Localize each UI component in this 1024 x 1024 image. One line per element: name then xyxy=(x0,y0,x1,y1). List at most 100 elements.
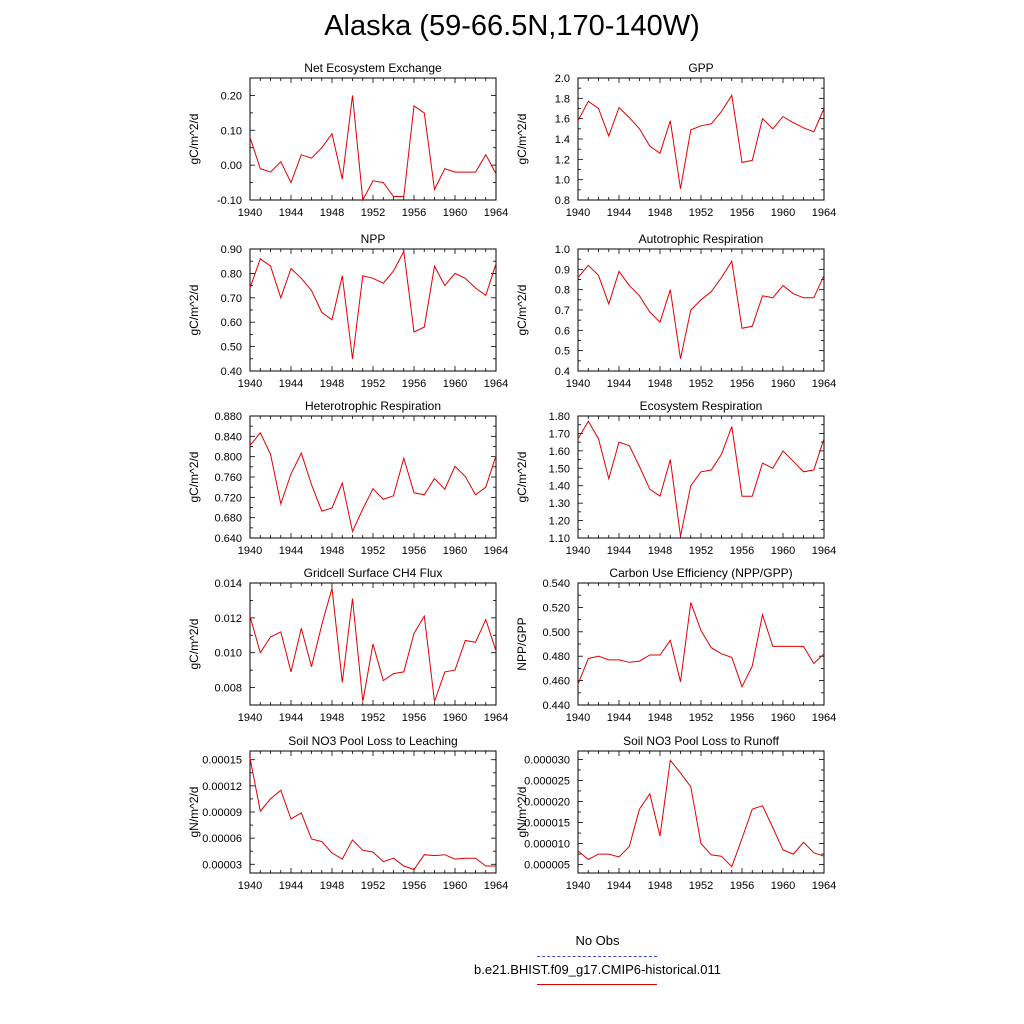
y-tick-label: 1.0 xyxy=(555,244,570,256)
y-tick-label: 0.520 xyxy=(542,602,570,614)
y-tick-label: 0.80 xyxy=(221,268,242,280)
x-tick-label: 1940 xyxy=(238,545,262,557)
y-tick-label: 0.000010 xyxy=(524,839,570,851)
x-tick-label: 1940 xyxy=(566,378,590,390)
panel-soil-no3-pool-loss-to-leaching: 1940 1944 1948 1952 1956 1960 1964 0.00003 0.000… xyxy=(187,734,508,892)
y-tick-label: 0.760 xyxy=(214,472,242,484)
y-tick-label: 1.8 xyxy=(555,93,570,105)
x-tick-label: 1956 xyxy=(730,378,754,390)
y-axis-label: gC/m^2/d xyxy=(187,452,201,503)
y-axis-label: gC/m^2/d xyxy=(187,619,201,670)
x-tick-label: 1940 xyxy=(238,712,262,724)
y-tick-label: 1.30 xyxy=(549,498,570,510)
y-tick-label: 0.00 xyxy=(221,160,242,172)
y-tick-label: 0.000020 xyxy=(524,796,570,808)
x-tick-label: 1948 xyxy=(648,712,672,724)
x-tick-label: 1944 xyxy=(607,378,631,390)
panel-title: Heterotrophic Respiration xyxy=(305,399,441,413)
x-tick-label: 1964 xyxy=(812,712,836,724)
x-tick-label: 1952 xyxy=(361,207,385,219)
x-tick-label: 1956 xyxy=(402,378,426,390)
x-tick-label: 1948 xyxy=(320,207,344,219)
panel-title: Carbon Use Efficiency (NPP/GPP) xyxy=(609,566,792,580)
x-tick-label: 1948 xyxy=(648,207,672,219)
panel-title: Soil NO3 Pool Loss to Leaching xyxy=(288,734,457,748)
x-tick-label: 1948 xyxy=(320,880,344,892)
y-axis-label: gN/m^2/d xyxy=(187,787,201,838)
series-line-soil-no3-pool-loss-to-leaching xyxy=(249,757,496,871)
y-tick-label: 0.8 xyxy=(555,285,570,297)
x-tick-label: 1956 xyxy=(402,880,426,892)
panel-title: Gridcell Surface CH4 Flux xyxy=(304,566,443,580)
panel-title: GPP xyxy=(688,61,713,75)
y-axis-label: gC/m^2/d xyxy=(515,452,529,503)
plot-frame xyxy=(577,248,825,372)
x-tick-label: 1960 xyxy=(771,880,795,892)
y-tick-label: 0.4 xyxy=(555,366,570,378)
plot-frame xyxy=(577,582,825,706)
y-tick-label: 0.00003 xyxy=(202,859,242,871)
y-tick-label: 2.0 xyxy=(555,73,570,85)
y-tick-label: 0.008 xyxy=(214,683,242,695)
x-tick-label: 1940 xyxy=(238,207,262,219)
x-tick-label: 1944 xyxy=(279,712,303,724)
plot-frame xyxy=(249,415,497,539)
y-tick-label: 1.70 xyxy=(549,428,570,440)
y-tick-label: 0.680 xyxy=(214,513,242,525)
x-tick-label: 1956 xyxy=(730,207,754,219)
x-tick-label: 1960 xyxy=(771,378,795,390)
y-tick-label: 0.00012 xyxy=(202,781,242,793)
x-tick-label: 1960 xyxy=(443,545,467,557)
y-tick-label: 0.000030 xyxy=(524,754,570,766)
y-tick-label: 0.90 xyxy=(221,244,242,256)
y-axis-label: gC/m^2/d xyxy=(515,114,529,165)
y-tick-label: 0.70 xyxy=(221,293,242,305)
x-tick-label: 1952 xyxy=(689,712,713,724)
y-tick-label: 0.540 xyxy=(542,578,570,590)
panel-title: NPP xyxy=(361,232,386,246)
y-tick-label: 0.012 xyxy=(214,613,242,625)
y-tick-label: 0.8 xyxy=(555,195,570,207)
y-tick-label: 0.9 xyxy=(555,264,570,276)
x-tick-label: 1964 xyxy=(812,207,836,219)
x-tick-label: 1956 xyxy=(730,545,754,557)
plot-frame xyxy=(577,77,825,201)
x-tick-label: 1944 xyxy=(279,207,303,219)
panel-ecosystem-respiration: 1940 1944 1948 1952 1956 1960 1964 1.10 1.20 1.30… xyxy=(515,399,836,557)
y-tick-label: 0.10 xyxy=(221,125,242,137)
y-tick-label: 0.640 xyxy=(214,533,242,545)
series-line-heterotrophic-respiration xyxy=(249,431,497,533)
x-tick-label: 1964 xyxy=(812,880,836,892)
y-tick-label: 1.4 xyxy=(555,134,570,146)
x-tick-label: 1948 xyxy=(320,545,344,557)
y-tick-label: 1.20 xyxy=(549,516,570,528)
series-line-gpp xyxy=(577,93,825,189)
x-tick-label: 1956 xyxy=(402,545,426,557)
x-tick-label: 1948 xyxy=(320,712,344,724)
y-tick-label: 0.010 xyxy=(214,648,242,660)
panel-soil-no3-pool-loss-to-runoff: 1940 1944 1948 1952 1956 1960 1964 0.000005 0.00… xyxy=(515,734,836,892)
series-line-npp xyxy=(249,249,497,359)
x-tick-label: 1948 xyxy=(648,545,672,557)
series-line-autotrophic-respiration xyxy=(577,259,825,359)
y-tick-label: 0.000015 xyxy=(524,818,570,830)
x-tick-label: 1944 xyxy=(279,378,303,390)
y-tick-label: -0.10 xyxy=(217,195,242,207)
y-tick-label: 0.440 xyxy=(542,700,570,712)
x-tick-label: 1964 xyxy=(484,880,508,892)
x-tick-label: 1944 xyxy=(607,880,631,892)
x-tick-label: 1960 xyxy=(443,207,467,219)
y-tick-label: 0.7 xyxy=(555,305,570,317)
series-line-gridcell-surface-ch4-flux xyxy=(249,588,497,702)
y-axis-label: NPP/GPP xyxy=(515,617,529,670)
y-tick-label: 0.840 xyxy=(214,431,242,443)
y-tick-label: 1.6 xyxy=(555,114,570,126)
x-tick-label: 1952 xyxy=(689,880,713,892)
panel-heterotrophic-respiration: 1940 1944 1948 1952 1956 1960 1964 0.640 0.680 0.… xyxy=(187,399,508,557)
x-tick-label: 1940 xyxy=(566,712,590,724)
y-axis-label: gC/m^2/d xyxy=(515,285,529,336)
series-line-carbon-use-efficiency-npp-gpp xyxy=(577,602,825,688)
y-tick-label: 0.6 xyxy=(555,325,570,337)
x-tick-label: 1952 xyxy=(361,880,385,892)
